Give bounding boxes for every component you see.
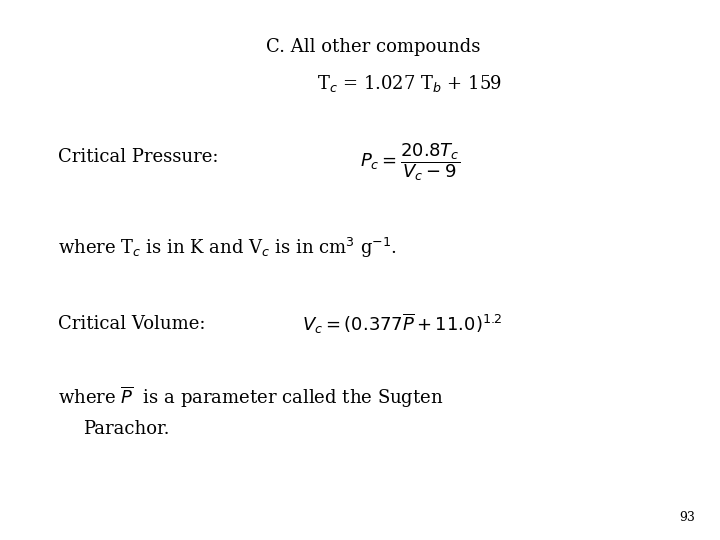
Text: where T$_c$ is in K and V$_c$ is in cm$^3$ g$^{-1}$.: where T$_c$ is in K and V$_c$ is in cm$^… (58, 237, 397, 260)
Text: Parachor.: Parachor. (83, 420, 169, 438)
Text: Critical Volume:: Critical Volume: (58, 315, 205, 333)
Text: $P_c = \dfrac{20.8T_c}{V_c - 9}$: $P_c = \dfrac{20.8T_c}{V_c - 9}$ (360, 141, 460, 183)
Text: 93: 93 (679, 511, 695, 524)
Text: where $\overline{P}$  is a parameter called the Sugten: where $\overline{P}$ is a parameter call… (58, 384, 444, 410)
Text: T$_c$ = 1.027 T$_b$ + 159: T$_c$ = 1.027 T$_b$ + 159 (317, 73, 502, 94)
Text: Critical Pressure:: Critical Pressure: (58, 147, 218, 166)
Text: $V_c = (0.377\overline{P} + 11.0)^{1.2}$: $V_c = (0.377\overline{P} + 11.0)^{1.2}$ (302, 312, 503, 336)
Text: C. All other compounds: C. All other compounds (266, 38, 481, 56)
